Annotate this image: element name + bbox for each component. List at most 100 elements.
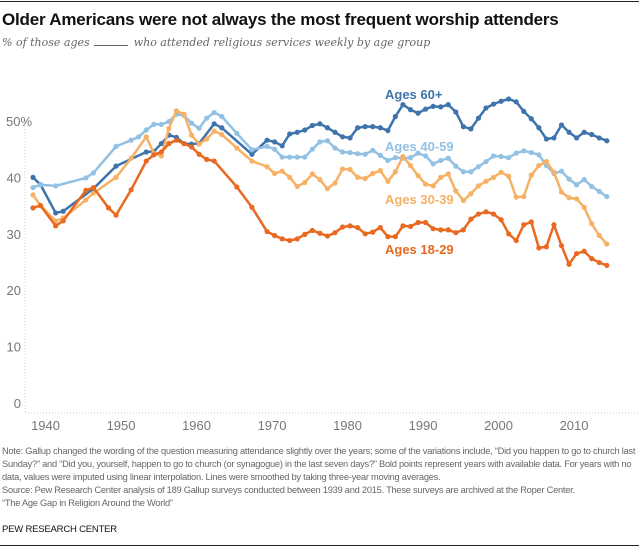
data-point <box>302 231 308 237</box>
data-point <box>287 237 293 244</box>
top-rule <box>0 1 639 2</box>
data-point <box>355 151 361 157</box>
data-point <box>490 211 497 217</box>
data-point <box>551 169 557 175</box>
data-point <box>188 132 195 138</box>
data-point <box>392 234 398 240</box>
data-point <box>513 99 519 105</box>
data-point <box>234 145 240 151</box>
data-point <box>151 121 157 127</box>
source-text: Source: Pew Research Center analysis of … <box>2 485 575 495</box>
data-point <box>536 125 542 131</box>
data-point <box>332 145 338 151</box>
data-point <box>339 134 346 140</box>
data-point <box>143 149 149 155</box>
data-point <box>574 196 580 202</box>
data-point <box>60 208 66 214</box>
series-label: Ages 30-39 <box>385 192 454 207</box>
data-point <box>483 105 489 111</box>
data-point <box>468 169 474 175</box>
y-tick-label: 10 <box>7 340 21 355</box>
data-point <box>566 129 572 135</box>
x-tick-label: 2000 <box>484 418 513 433</box>
series-line <box>32 138 608 267</box>
data-point <box>445 171 451 177</box>
x-tick-label: 1990 <box>409 418 438 433</box>
data-point <box>294 129 300 135</box>
data-point <box>430 183 436 189</box>
data-point <box>604 241 610 247</box>
data-point <box>347 223 353 229</box>
data-point <box>355 174 361 180</box>
data-point <box>309 122 315 129</box>
data-point <box>158 149 164 155</box>
data-point <box>355 125 361 131</box>
data-point <box>279 236 285 242</box>
subtitle-end: who attended religious services weekly b… <box>133 36 431 49</box>
data-point <box>438 157 444 164</box>
data-point <box>332 230 338 236</box>
data-point <box>490 153 497 159</box>
data-point <box>589 221 595 227</box>
data-point <box>158 121 164 127</box>
data-point <box>415 173 421 179</box>
data-point <box>445 227 451 233</box>
data-point <box>188 144 195 150</box>
series-label: Ages 40-59 <box>385 139 454 154</box>
data-point <box>468 216 474 222</box>
data-point <box>272 232 278 239</box>
x-tick-label: 1970 <box>258 418 287 433</box>
data-point <box>264 143 270 149</box>
data-point <box>377 224 383 231</box>
data-point <box>204 156 210 162</box>
data-point <box>151 152 157 158</box>
data-point <box>453 188 459 194</box>
x-tick-label: 1960 <box>182 418 211 433</box>
data-point <box>513 150 519 156</box>
data-point <box>581 248 587 254</box>
data-point <box>596 232 602 239</box>
data-point <box>558 243 565 249</box>
y-tick-label: 40 <box>7 170 21 185</box>
data-point <box>385 234 391 240</box>
data-point <box>113 212 119 218</box>
data-point <box>211 128 217 134</box>
data-point <box>347 149 353 156</box>
data-point <box>536 162 542 169</box>
data-point <box>506 96 512 102</box>
chart-title: Older Americans were not always the most… <box>2 10 559 29</box>
data-point <box>143 134 149 140</box>
subtitle-start: % of those ages <box>2 36 90 49</box>
data-point <box>566 195 572 201</box>
data-point <box>566 176 572 182</box>
data-point <box>468 191 474 197</box>
data-point <box>551 135 557 141</box>
data-point <box>370 124 376 130</box>
data-point <box>483 209 489 215</box>
data-point <box>445 155 451 161</box>
data-point <box>423 106 429 112</box>
data-point <box>30 174 36 180</box>
data-point <box>528 172 534 178</box>
data-point <box>536 152 542 158</box>
data-point <box>204 115 210 121</box>
series-ages-18-29: Ages 18-29 <box>30 137 610 268</box>
data-point <box>400 223 406 229</box>
data-point <box>272 139 278 145</box>
data-point <box>309 227 315 234</box>
data-point <box>105 205 112 211</box>
line-chart: 0 10 20 30 40 50% 1940 1950 1960 1970 1980 1990 2000… <box>6 87 639 433</box>
data-point <box>385 127 391 134</box>
data-point <box>37 182 44 188</box>
data-point <box>430 161 436 167</box>
data-point <box>196 141 202 147</box>
data-point <box>287 174 293 180</box>
data-point <box>370 170 376 177</box>
data-point <box>415 150 421 156</box>
data-point <box>332 180 338 186</box>
data-point <box>581 204 587 210</box>
data-point <box>423 219 429 226</box>
data-point <box>392 155 398 161</box>
data-point <box>249 204 255 210</box>
data-point <box>181 111 187 117</box>
